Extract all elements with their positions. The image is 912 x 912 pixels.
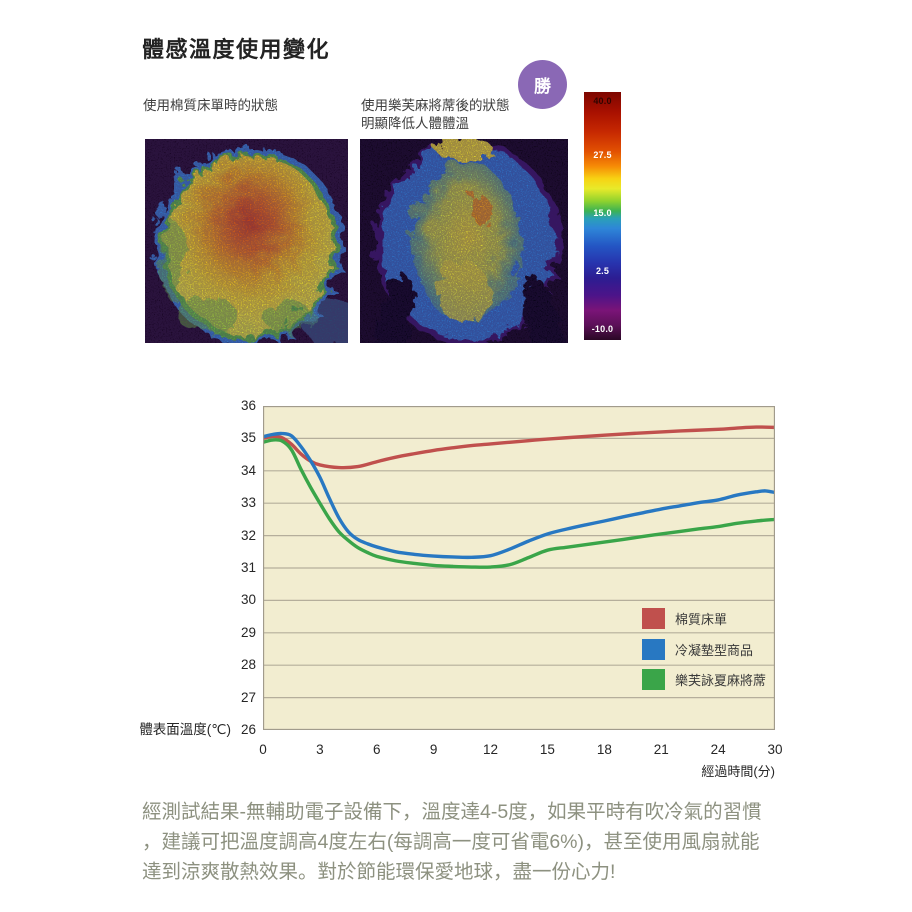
x-tick-label: 24	[710, 742, 726, 757]
legend-label-cotton-sheet: 棉質床單	[675, 611, 728, 627]
colorbar-label: 27.5	[593, 150, 612, 160]
cooling-pad-line	[261, 431, 777, 560]
y-tick-label: 33	[240, 495, 256, 511]
x-tick-label: 3	[316, 742, 324, 757]
colorbar-label: -10.0	[591, 324, 614, 334]
thermal-right-noise-overlay	[360, 139, 568, 343]
y-tick-label: 29	[240, 624, 256, 640]
thermal-image-cotton-sheet	[145, 139, 348, 343]
y-tick-label: 30	[240, 592, 256, 608]
y-tick-label: 27	[240, 689, 256, 705]
thermal-left-noise-overlay	[145, 139, 348, 343]
caption-cotton-sheet: 使用棉質床單時的狀態	[143, 98, 278, 113]
legend-label-cooling-pad: 冷凝墊型商品	[675, 642, 754, 658]
x-tick-label: 21	[653, 742, 669, 757]
hemp-mat-line	[261, 438, 777, 569]
y-tick-value: 26	[240, 722, 256, 737]
x-axis-title: 經過時間(分)	[701, 764, 775, 779]
chart-plot-svg	[261, 405, 777, 731]
y-tick-label: 體表面溫度(℃) 26	[120, 721, 256, 739]
test-result-paragraph: 經測試結果-無輔助電子設備下，溫度達4-5度，如果平時有吹冷氣的習慣 ，建議可把…	[142, 801, 762, 883]
caption-hemp-mat: 使用樂芙麻將蓆後的狀態 明顯降低人體體溫	[361, 98, 510, 131]
legend-label-hemp-mat: 樂芙詠夏麻將蓆	[675, 672, 767, 688]
colorbar-label: 15.0	[593, 208, 612, 218]
y-tick-label: 34	[240, 462, 256, 478]
x-tick-label: 15	[539, 742, 555, 757]
legend-swatch-cooling-pad	[642, 638, 665, 660]
y-tick-label: 36	[240, 398, 256, 413]
legend-swatch-hemp-mat	[642, 668, 665, 690]
plot-border	[262, 405, 776, 731]
colorbar-label: 2.5	[595, 266, 610, 276]
x-tick-label: 30	[767, 742, 783, 757]
x-tick-label: 6	[373, 742, 381, 757]
y-tick-label: 31	[240, 560, 256, 575]
y-tick-label: 35	[240, 430, 256, 446]
cotton-sheet-line	[261, 425, 777, 470]
thermal-colorbar: 40.0 27.5 15.0 2.5 -10.0	[584, 92, 621, 340]
legend-item-cooling-pad: 冷凝墊型商品	[642, 638, 753, 660]
win-badge: 勝	[518, 60, 567, 109]
legend-item-hemp-mat: 樂芙詠夏麻將蓆	[642, 668, 766, 690]
page-title: 體感溫度使用變化	[142, 37, 331, 62]
legend-swatch-cotton-sheet	[642, 607, 665, 629]
y-tick-label: 32	[240, 527, 256, 543]
colorbar-label: 40.0	[593, 96, 612, 106]
x-tick-label: 0	[259, 742, 267, 757]
x-tick-label: 9	[429, 742, 438, 757]
legend-item-cotton-sheet: 棉質床單	[642, 607, 727, 629]
x-tick-label: 12	[483, 742, 499, 757]
y-tick-label: 28	[240, 657, 256, 673]
y-axis-title: 體表面溫度(℃)	[139, 722, 231, 737]
thermal-image-hemp-mat	[360, 139, 568, 343]
x-tick-label: 18	[596, 742, 612, 757]
temperature-line-chart	[261, 405, 777, 731]
